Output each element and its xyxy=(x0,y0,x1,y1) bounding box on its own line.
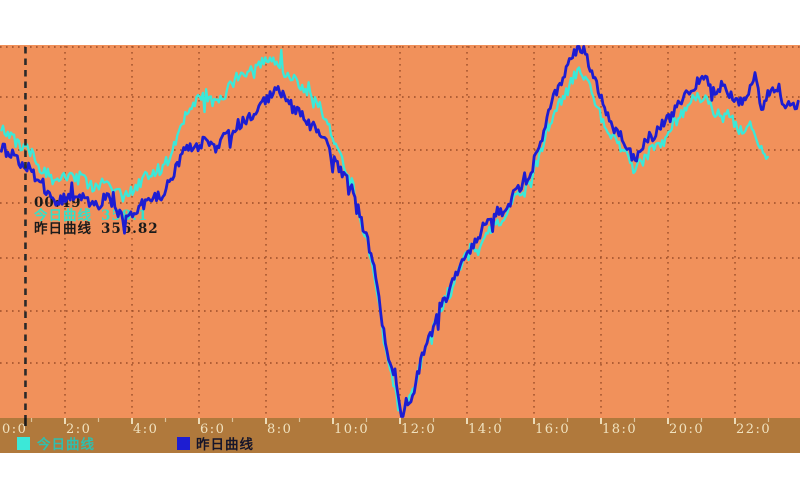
x-axis-label: 0:0 xyxy=(2,422,27,437)
x-axis-label: 8:0 xyxy=(267,422,292,437)
series-line-yesterday xyxy=(0,45,800,418)
x-axis-label: 14:0 xyxy=(468,422,503,437)
legend: 今日曲线 昨日曲线 xyxy=(17,436,254,453)
x-axis-label: 4:0 xyxy=(133,422,158,437)
x-axis-label: 20:0 xyxy=(669,422,704,437)
tooltip-today-row: 今日曲线 358.1 xyxy=(34,207,148,224)
x-axis-label: 12:0 xyxy=(401,422,436,437)
tooltip-today-label: 今日曲线 xyxy=(34,207,92,224)
gridlines xyxy=(0,46,800,418)
tooltip-yesterday-value: 356.82 xyxy=(101,221,159,237)
tooltip-yesterday-label: 昨日曲线 xyxy=(34,220,92,237)
x-axis-ticks xyxy=(30,418,770,424)
x-axis-labels: 0:0 2:0 4:0 6:0 8:0 10:0 12:0 14:0 16:0 18:0 20:0 2… xyxy=(2,422,771,437)
x-axis-label: 10:0 xyxy=(334,422,369,437)
x-axis-label: 6:0 xyxy=(200,422,225,437)
legend-today-label: 今日曲线 xyxy=(37,436,95,453)
x-axis-label: 22:0 xyxy=(736,422,771,437)
tooltip-today-value: 358.1 xyxy=(101,208,148,224)
tooltip-yesterday-row: 昨日曲线 356.82 xyxy=(34,220,159,237)
legend-today-swatch xyxy=(17,437,30,450)
x-axis-label: 2:0 xyxy=(66,422,91,437)
x-axis-label: 16:0 xyxy=(535,422,570,437)
crosshair-tooltip: 00:49 今日曲线 358.1 昨日曲线 356.82 xyxy=(34,195,159,237)
series-lines xyxy=(0,45,800,418)
legend-yesterday-swatch xyxy=(177,437,190,450)
x-axis-label: 18:0 xyxy=(602,422,637,437)
legend-yesterday-label: 昨日曲线 xyxy=(196,436,254,453)
